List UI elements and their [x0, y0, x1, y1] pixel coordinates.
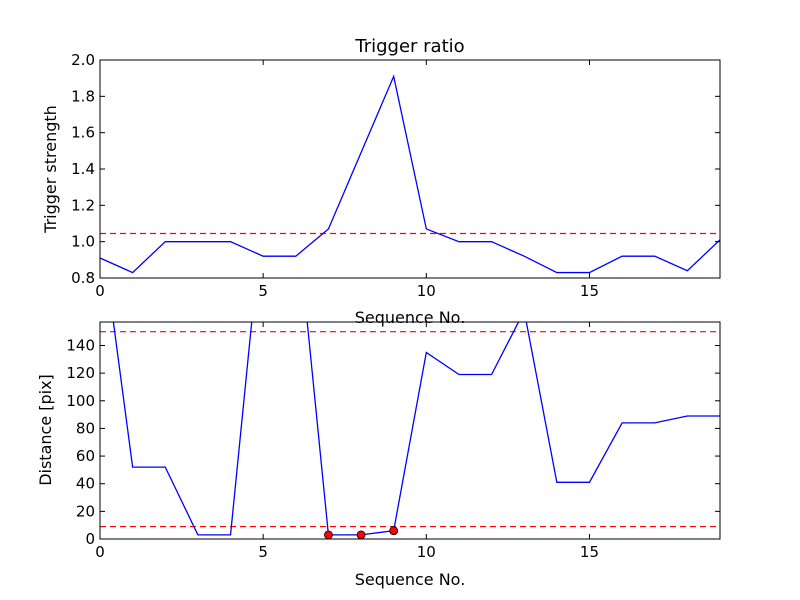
bottom-x-tick-label: 10: [417, 543, 436, 561]
bottom-y-tick-label: 120: [66, 364, 95, 382]
bottom-y-tick-label: 20: [76, 502, 95, 520]
bottom-ticks: 0 5 10 15 0 20 40 60 80 100 120 140: [66, 322, 720, 561]
bottom-plot-area: [100, 322, 720, 540]
top-y-axis-label: Trigger strength: [41, 105, 60, 234]
bottom-x-tick-label: 0: [95, 543, 105, 561]
top-x-tick-label: 0: [95, 282, 105, 300]
top-y-tick-label: 1.0: [71, 233, 95, 251]
top-chart: 0 5 10 15 0.8 1.0 1.2 1.4 1.6 1.8 2.0 Trigger rati…: [41, 36, 721, 327]
bottom-chart: 0 5 10 15 0 20 40 60 80 100 120 140 Sequence No. Di…: [36, 321, 721, 589]
bottom-series-line: [112, 322, 720, 536]
top-y-tick-label: 1.4: [71, 160, 95, 178]
bottom-y-tick-label: 0: [85, 530, 95, 548]
top-y-tick-label: 1.6: [71, 124, 95, 142]
bottom-y-tick-label: 100: [66, 392, 95, 410]
top-x-tick-label: 5: [258, 282, 268, 300]
bottom-x-tick-label: 15: [580, 543, 599, 561]
bottom-y-tick-label: 60: [76, 447, 95, 465]
bottom-x-tick-label: 5: [258, 543, 268, 561]
top-x-tick-label: 15: [580, 282, 599, 300]
top-y-tick-label: 1.2: [71, 196, 95, 214]
top-chart-title: Trigger ratio: [354, 36, 464, 57]
bottom-highlight-marker: [389, 526, 399, 536]
top-ticks: 0 5 10 15 0.8 1.0 1.2 1.4 1.6 1.8 2.0: [71, 51, 720, 300]
bottom-axes-frame: [99, 321, 721, 540]
top-x-tick-label: 10: [417, 282, 436, 300]
bottom-x-axis-label: Sequence No.: [355, 570, 466, 589]
bottom-y-tick-label: 80: [76, 419, 95, 437]
top-plot-clip: [100, 74, 720, 274]
top-x-axis-label: Sequence No.: [355, 308, 466, 327]
bottom-y-tick-label: 40: [76, 475, 95, 493]
top-plot-area: [100, 74, 720, 274]
bottom-y-tick-label: 140: [66, 336, 95, 354]
bottom-plot-clip: [100, 322, 720, 536]
top-y-tick-label: 2.0: [71, 51, 95, 69]
top-series-line: [100, 74, 720, 274]
top-y-tick-label: 0.8: [71, 269, 95, 287]
bottom-highlight-marker: [324, 530, 333, 540]
bottom-highlight-marker: [356, 530, 366, 540]
bottom-y-axis-label: Distance [pix]: [36, 374, 55, 486]
top-y-tick-label: 1.8: [71, 87, 95, 105]
